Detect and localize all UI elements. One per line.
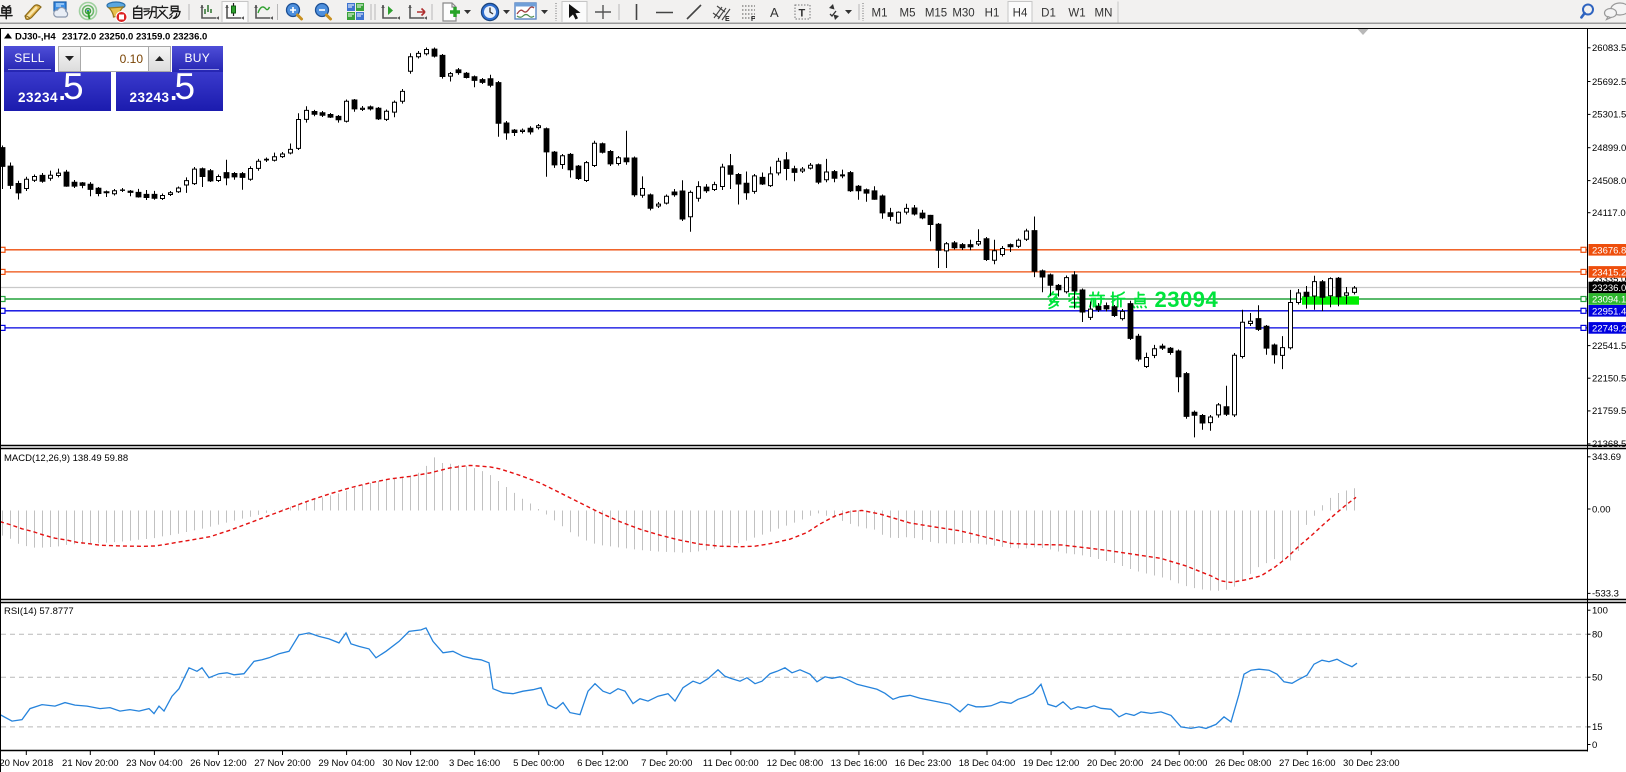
svg-text:22749.2: 22749.2 [1592,324,1626,335]
svg-text:27 Nov 20:00: 27 Nov 20:00 [254,758,311,769]
svg-text:F: F [751,16,756,23]
svg-text:22951.4: 22951.4 [1592,306,1626,317]
svg-text:0: 0 [1592,740,1597,751]
svg-text:23335.0: 23335.0 [1592,274,1626,285]
svg-text:23094.1: 23094.1 [1592,295,1626,306]
svg-text:30 Dec 23:00: 30 Dec 23:00 [1343,758,1400,769]
svg-text:DJ30-,H4: DJ30-,H4 [15,32,56,43]
svg-text:H1: H1 [985,8,1000,20]
svg-text:24 Dec 00:00: 24 Dec 00:00 [1151,758,1208,769]
svg-text:M5: M5 [900,8,916,20]
svg-text:24117.0: 24117.0 [1592,208,1626,219]
svg-text:A: A [770,5,779,20]
svg-text:20 Nov 2018: 20 Nov 2018 [0,758,53,769]
svg-text:M30: M30 [952,8,974,20]
svg-text:25301.5: 25301.5 [1592,110,1626,121]
svg-text:5 Dec 00:00: 5 Dec 00:00 [513,758,564,769]
svg-text:22150.5: 22150.5 [1592,374,1626,385]
svg-text:50: 50 [1592,673,1603,684]
svg-text:23676.8: 23676.8 [1592,245,1626,256]
svg-text:11 Dec 00:00: 11 Dec 00:00 [703,758,759,769]
svg-text:80: 80 [1592,630,1603,641]
svg-text:E: E [725,16,730,23]
svg-text:23172.0 23250.0 23159.0 23236.: 23172.0 23250.0 23159.0 23236.0 [62,32,207,43]
svg-text:H4: H4 [1013,8,1028,20]
svg-text:M15: M15 [925,8,947,20]
svg-text:23236.0: 23236.0 [1592,283,1626,294]
svg-text:343.69: 343.69 [1592,452,1621,463]
svg-text:21 Nov 20:00: 21 Nov 20:00 [62,758,119,769]
svg-text:6 Dec 12:00: 6 Dec 12:00 [577,758,628,769]
svg-text:MN: MN [1095,8,1113,20]
svg-text:-533.3: -533.3 [1592,589,1619,600]
svg-text:21759.5: 21759.5 [1592,406,1626,417]
svg-text:27 Dec 16:00: 27 Dec 16:00 [1279,758,1336,769]
svg-text:25692.5: 25692.5 [1592,77,1626,88]
svg-text:15: 15 [1592,722,1603,733]
svg-text:12 Dec 08:00: 12 Dec 08:00 [767,758,824,769]
svg-text:T: T [799,8,806,20]
svg-text:26 Dec 08:00: 26 Dec 08:00 [1215,758,1272,769]
svg-text:19 Dec 12:00: 19 Dec 12:00 [1023,758,1080,769]
svg-text:16 Dec 23:00: 16 Dec 23:00 [895,758,952,769]
svg-text:26 Nov 12:00: 26 Nov 12:00 [190,758,247,769]
svg-text:23 Nov 04:00: 23 Nov 04:00 [126,758,183,769]
svg-text:26083.5: 26083.5 [1592,43,1626,54]
svg-text:D1: D1 [1041,8,1056,20]
svg-text:18 Dec 04:00: 18 Dec 04:00 [959,758,1016,769]
svg-text:MACD(12,26,9) 138.49 59.88: MACD(12,26,9) 138.49 59.88 [4,453,128,464]
svg-text:20 Dec 20:00: 20 Dec 20:00 [1087,758,1144,769]
svg-text:7 Dec 20:00: 7 Dec 20:00 [641,758,692,769]
svg-text:M1: M1 [872,8,888,20]
svg-text:3 Dec 16:00: 3 Dec 16:00 [449,758,500,769]
svg-text:23415.2: 23415.2 [1592,268,1626,279]
svg-text:30 Nov 12:00: 30 Nov 12:00 [382,758,439,769]
svg-text:21368.5: 21368.5 [1592,439,1626,450]
svg-text:0.00: 0.00 [1592,504,1611,515]
svg-text:24899.0: 24899.0 [1592,143,1626,154]
svg-text:100: 100 [1592,606,1608,617]
svg-text:22541.5: 22541.5 [1592,341,1626,352]
svg-text:23094: 23094 [1155,287,1219,312]
svg-text:13 Dec 16:00: 13 Dec 16:00 [831,758,888,769]
svg-text:29 Nov 04:00: 29 Nov 04:00 [318,758,375,769]
svg-text:24508.0: 24508.0 [1592,176,1626,187]
svg-text:W1: W1 [1068,8,1085,20]
svg-text:RSI(14) 57.8777: RSI(14) 57.8777 [4,606,74,617]
